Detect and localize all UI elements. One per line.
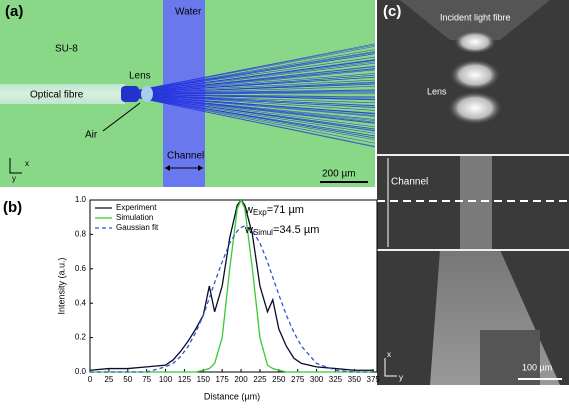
y-axis-label: Intensity (a.u.)	[56, 257, 66, 314]
x-tick-label: 50	[123, 375, 132, 384]
panel-label: (a)	[5, 3, 23, 20]
scale-label: 200 µm	[322, 169, 356, 180]
legend-label: Simulation	[116, 213, 153, 222]
annotation: wExp=71 µm	[244, 204, 304, 217]
y-tick-label: 0.6	[75, 264, 87, 273]
label: Lens	[427, 86, 447, 96]
x-tick-label: 300	[310, 375, 324, 384]
legend-label: Gaussian fit	[116, 223, 159, 232]
x-tick-label: 375	[367, 375, 381, 384]
y-tick-label: 0.4	[75, 298, 87, 307]
axis-label: y	[12, 174, 16, 183]
annotation-sub: Simul	[253, 228, 273, 237]
air-gap	[141, 86, 153, 102]
annotation: wSimul=34.5 µm	[244, 224, 319, 237]
x-tick-label: 0	[88, 375, 93, 384]
annotation-sub: Exp	[253, 208, 267, 217]
panel-b: (b) Distance (µm) Intensity (a.u.) 0 25 50…	[3, 195, 380, 401]
series-line	[90, 226, 373, 372]
glow	[449, 59, 501, 91]
x-tick-label: 350	[348, 375, 362, 384]
annotation-rest: =34.5 µm	[273, 224, 319, 236]
label: Lens	[129, 71, 151, 82]
axis-label: x	[25, 159, 29, 168]
beam	[460, 155, 492, 250]
shadow	[480, 330, 540, 385]
annotation-rest: =71 µm	[267, 204, 304, 216]
x-tick-label: 200	[234, 375, 248, 384]
x-tick-label: 75	[142, 375, 151, 384]
legend-label: Experiment	[116, 203, 157, 212]
glow	[447, 91, 503, 125]
x-tick-label: 275	[291, 375, 305, 384]
scale-label: 100 µm	[522, 362, 552, 372]
panel-label: (b)	[3, 199, 22, 216]
label: SU-8	[55, 44, 78, 55]
y-tick-label: 1.0	[75, 195, 87, 204]
label: Optical fibre	[30, 90, 84, 101]
y-tick-label: 0.0	[75, 367, 87, 376]
x-axis-label: Distance (µm)	[204, 391, 260, 401]
y-tick-label: 0.8	[75, 230, 87, 239]
x-tick-label: 175	[215, 375, 229, 384]
annotation-base: w	[244, 224, 253, 236]
x-tick-label: 250	[272, 375, 286, 384]
glow	[453, 30, 497, 54]
axis-label: y	[399, 373, 403, 382]
annotation-base: w	[244, 204, 253, 216]
label: Channel	[391, 177, 428, 188]
x-tick-label: 225	[253, 375, 267, 384]
axis-label: x	[387, 350, 391, 359]
x-tick-label: 150	[197, 375, 211, 384]
panel-label: (c)	[383, 3, 401, 20]
lens-shape	[121, 86, 139, 102]
label: Incident light fibre	[440, 12, 511, 22]
x-tick-label: 125	[178, 375, 192, 384]
panel-a: (a) Water SU-8 Lens Optical fibre Air Ch…	[0, 0, 375, 187]
label: Channel	[167, 151, 204, 162]
label: Air	[85, 130, 98, 141]
panel-c: (c) Incident light fibre Lens Channel 10…	[377, 0, 569, 385]
y-tick-label: 0.2	[75, 333, 87, 342]
x-tick-label: 325	[329, 375, 343, 384]
x-tick-label: 25	[104, 375, 113, 384]
label: Water	[175, 7, 202, 18]
x-tick-label: 100	[159, 375, 173, 384]
